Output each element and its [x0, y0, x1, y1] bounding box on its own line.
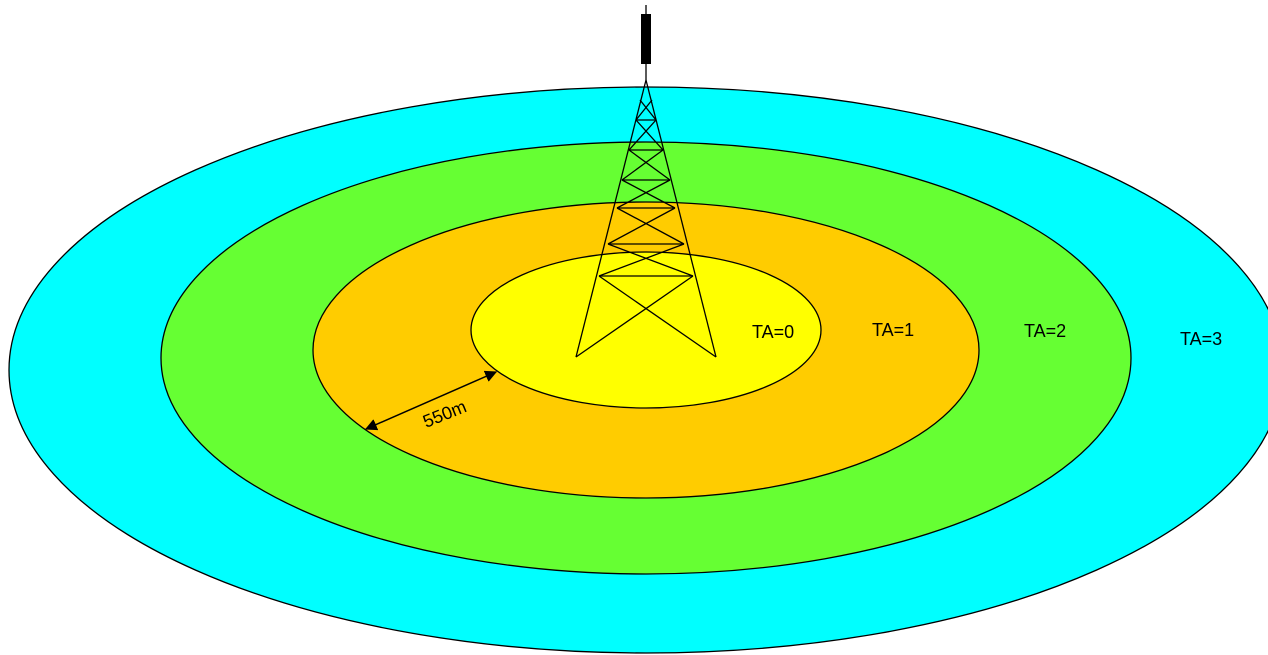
- ta3-label: TA=3: [1180, 329, 1222, 349]
- ta0-label: TA=0: [752, 322, 794, 342]
- tower-icon: [575, 5, 717, 358]
- zone-ta0-ring: [470, 251, 822, 409]
- ta2-label: TA=2: [1024, 321, 1066, 341]
- distance-arrow: [364, 370, 498, 431]
- ta1-label: TA=1: [872, 320, 914, 340]
